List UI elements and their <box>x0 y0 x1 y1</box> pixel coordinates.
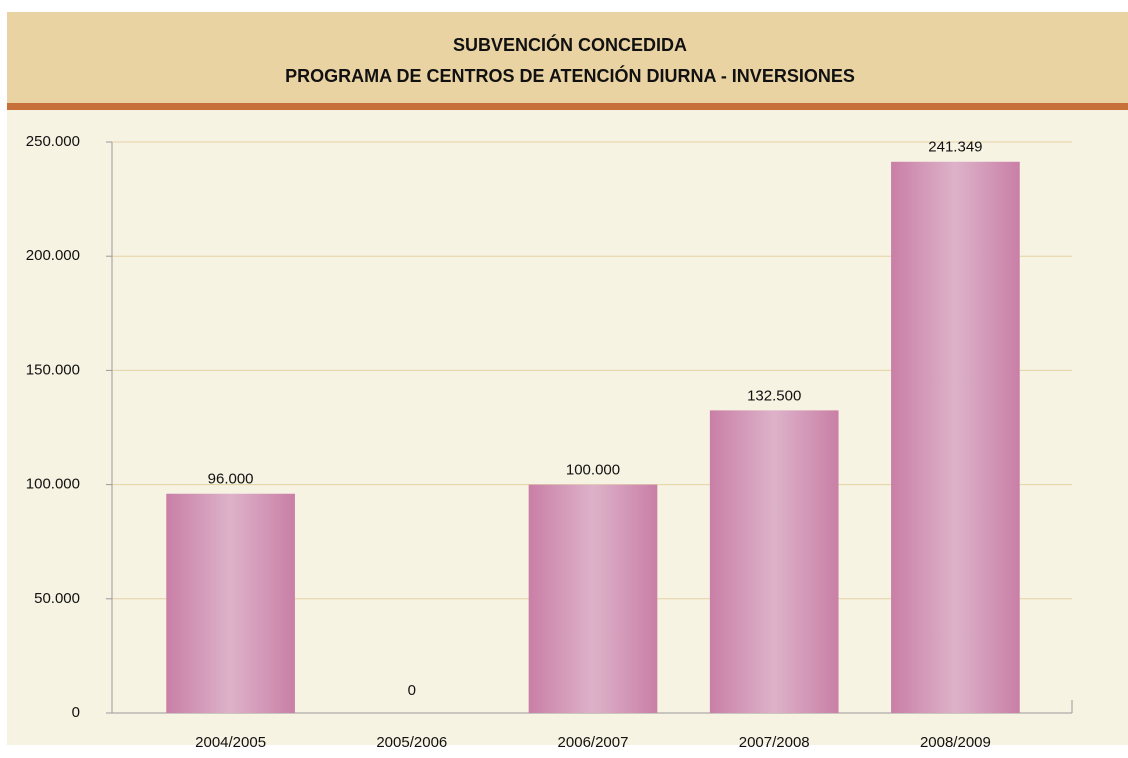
chart-title: SUBVENCIÓN CONCEDIDA <box>453 34 687 55</box>
bar <box>891 161 1020 713</box>
chart-subtitle: PROGRAMA DE CENTROS DE ATENCIÓN DIURNA -… <box>285 65 855 86</box>
x-tick-label: 2005/2006 <box>376 734 447 751</box>
y-tick-label: 200.000 <box>26 247 80 264</box>
y-tick-label: 100.000 <box>26 476 80 493</box>
header-rule <box>7 103 1128 110</box>
y-tick-label: 250.000 <box>26 133 80 150</box>
header-band <box>7 12 1128 104</box>
x-tick-label: 2007/2008 <box>739 734 810 751</box>
y-tick-label: 150.000 <box>26 361 80 378</box>
x-tick-label: 2006/2007 <box>558 734 629 751</box>
data-label: 241.349 <box>928 139 982 156</box>
bar <box>709 410 839 713</box>
y-tick-label: 0 <box>72 704 80 721</box>
data-label: 100.000 <box>566 462 620 479</box>
bar <box>528 484 658 713</box>
x-tick-label: 2004/2005 <box>195 734 266 751</box>
x-tick-label: 2008/2009 <box>920 734 991 751</box>
bar <box>166 493 295 713</box>
data-label: 96.000 <box>208 471 254 488</box>
data-label: 132.500 <box>747 387 801 404</box>
y-tick-label: 50.000 <box>34 590 80 607</box>
data-label: 0 <box>408 682 416 699</box>
